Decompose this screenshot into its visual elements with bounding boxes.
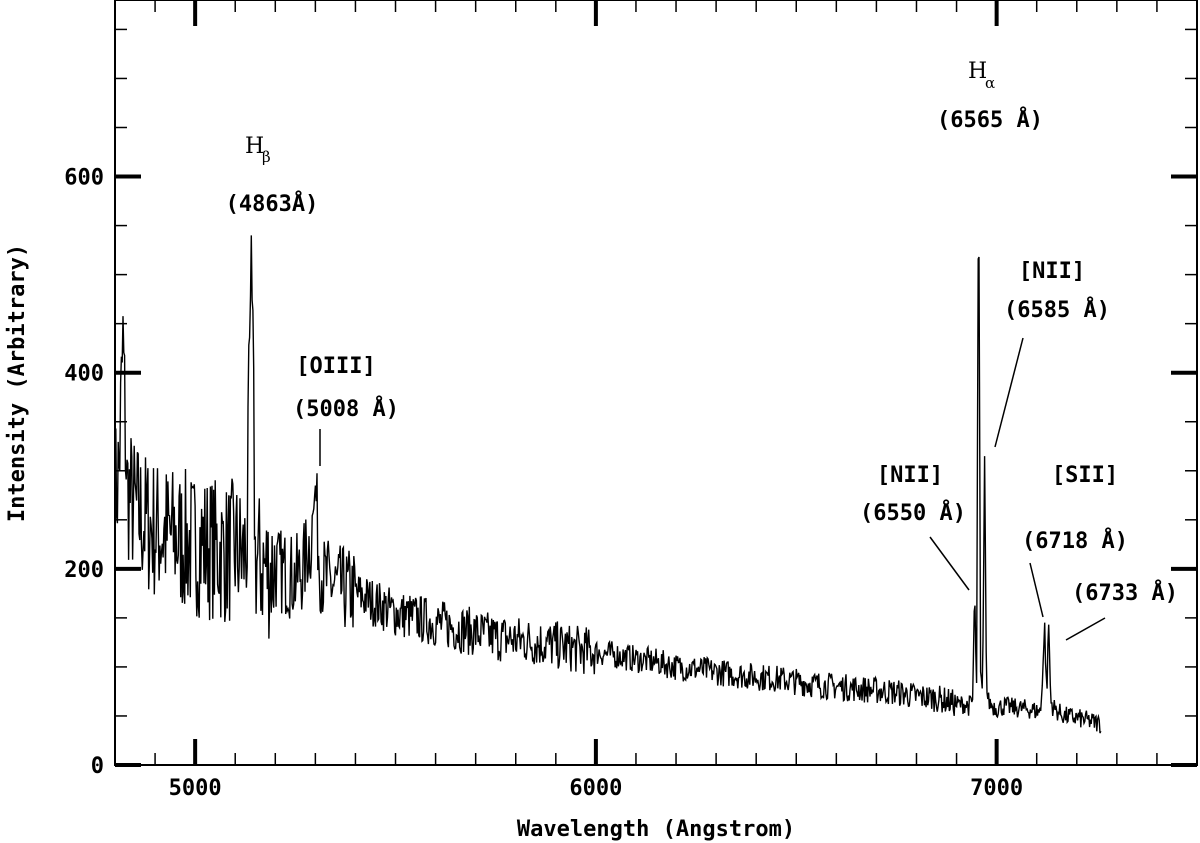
- annotation-sii-6733-wavelength: (6733 Å): [1072, 580, 1178, 606]
- y-tick-label: 400: [64, 362, 104, 387]
- annotation-nii-6550-name: [NII]: [877, 463, 943, 488]
- axis-tick-labels: 5000 6000 7000 0 200 400 600: [64, 166, 1023, 801]
- annotation-sii-6733: (6733 Å): [1065, 580, 1178, 641]
- annotation-oiii-name: [OIII]: [296, 354, 375, 379]
- annotation-h-alpha-sub: α: [985, 74, 995, 92]
- y-tick-label: 600: [64, 166, 104, 191]
- y-tick-label: 200: [64, 558, 104, 583]
- annotation-sii-6718-wavelength: (6718 Å): [1022, 528, 1128, 554]
- annotation-sii-6718: [SII] (6718 Å): [1022, 463, 1128, 618]
- y-tick-label: 0: [91, 754, 104, 779]
- x-tick-label: 5000: [169, 776, 222, 801]
- annotation-sii-6733-leader: [1065, 617, 1106, 641]
- annotation-nii-6550-leader: [929, 536, 970, 591]
- spectrum-line: [114, 235, 1102, 734]
- annotation-h-alpha: H α (6565 Å): [937, 59, 1043, 133]
- annotation-h-beta-name: H: [245, 134, 264, 159]
- annotation-h-beta: H β (4863Å): [226, 134, 319, 217]
- annotation-nii-6585: [NII] (6585 Å): [994, 259, 1110, 448]
- annotation-nii-6550: [NII] (6550 Å): [860, 463, 970, 591]
- x-tick-label: 7000: [970, 776, 1023, 801]
- annotation-nii-6550-wavelength: (6550 Å): [860, 500, 966, 526]
- annotation-h-beta-wavelength: (4863Å): [226, 191, 319, 217]
- annotation-h-alpha-name: H: [968, 59, 987, 84]
- annotation-h-alpha-wavelength: (6565 Å): [937, 107, 1043, 133]
- annotation-nii-6585-leader: [994, 337, 1024, 448]
- x-tick-label: 6000: [569, 776, 622, 801]
- annotation-sii-6718-name: [SII]: [1052, 463, 1118, 488]
- x-axis-title: Wavelength (Angstrom): [517, 817, 795, 842]
- annotation-nii-6585-name: [NII]: [1019, 259, 1085, 284]
- y-axis-title: Intensity (Arbitrary): [5, 244, 30, 522]
- axis-ticks: [114, 0, 1198, 767]
- plot-frame: [114, 0, 1198, 766]
- annotation-sii-6718-leader: [1029, 562, 1044, 618]
- annotation-oiii-wavelength: (5008 Å): [293, 396, 399, 422]
- annotation-h-beta-sub: β: [262, 148, 271, 166]
- annotation-oiii: [OIII] (5008 Å): [293, 354, 399, 466]
- annotation-nii-6585-wavelength: (6585 Å): [1004, 297, 1110, 323]
